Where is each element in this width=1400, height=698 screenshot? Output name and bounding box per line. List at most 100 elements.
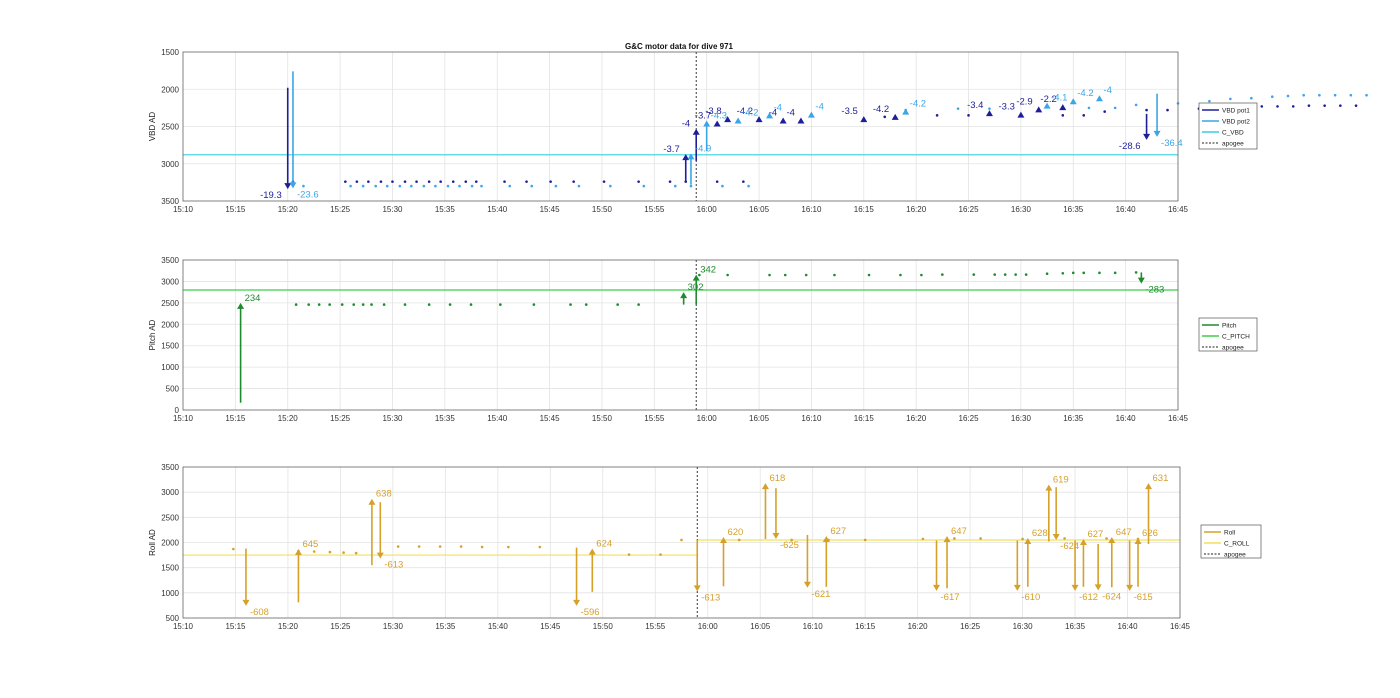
- y-tick-label: 3000: [161, 160, 179, 169]
- move-amount-label: 619: [1053, 475, 1069, 486]
- y-axis-label: Roll AD: [148, 529, 157, 556]
- x-tick-label: 16:15: [854, 414, 875, 423]
- move-arrow-head: [1126, 584, 1134, 591]
- data-point: [317, 303, 321, 306]
- move-amount-label: -3.8: [705, 106, 721, 117]
- move-amount-label: -4.2: [737, 106, 753, 117]
- data-point: [1276, 105, 1279, 108]
- move-amount-label: 647: [951, 526, 967, 537]
- move-arrow-head: [692, 274, 700, 281]
- data-point: [883, 115, 887, 119]
- data-point: [577, 184, 581, 188]
- data-point: [627, 553, 631, 556]
- move-amount-label: -2.9: [1016, 96, 1032, 107]
- x-tick-label: 16:00: [697, 414, 718, 423]
- move-amount-label: -283: [1145, 285, 1164, 296]
- x-tick-label: 15:25: [330, 205, 351, 214]
- move-amount-label: 626: [1142, 528, 1158, 539]
- data-point: [549, 180, 552, 183]
- y-tick-label: 500: [166, 385, 180, 394]
- data-point: [294, 303, 298, 306]
- y-tick-label: 3500: [161, 256, 179, 265]
- legend-entry: Roll: [1224, 530, 1236, 537]
- x-tick-label: 15:35: [435, 205, 456, 214]
- move-arrow-head: [943, 535, 951, 542]
- data-point: [637, 180, 640, 183]
- move-amount-label: -4.2: [742, 108, 758, 119]
- data-point: [1061, 271, 1065, 275]
- move-arrow-head: [1059, 104, 1067, 111]
- data-point: [355, 180, 359, 183]
- x-tick-label: 16:15: [854, 205, 875, 214]
- move-arrow-head: [772, 532, 780, 539]
- data-point: [747, 184, 750, 188]
- move-amount-label: -612: [1079, 592, 1098, 603]
- data-point: [422, 184, 426, 188]
- move-arrow-head: [237, 302, 245, 309]
- x-tick-label: 16:35: [1063, 414, 1084, 423]
- x-tick-label: 16:20: [908, 622, 929, 631]
- move-amount-label: 631: [1153, 473, 1169, 484]
- data-point: [1354, 104, 1358, 107]
- move-amount-label: -625: [780, 540, 799, 551]
- data-point: [374, 184, 378, 188]
- y-tick-label: 1500: [161, 342, 179, 351]
- x-tick-label: 16:10: [801, 414, 822, 423]
- data-point: [972, 273, 976, 276]
- data-point: [1103, 110, 1106, 113]
- move-amount-label: -610: [1021, 592, 1040, 603]
- data-point: [403, 303, 407, 306]
- data-point: [398, 184, 402, 188]
- data-point: [232, 547, 235, 551]
- data-point: [458, 184, 461, 188]
- data-point: [1250, 96, 1253, 100]
- move-arrow-head: [933, 584, 941, 591]
- legend-box: [1198, 317, 1258, 352]
- data-point: [469, 303, 473, 306]
- data-point: [993, 273, 997, 276]
- data-point: [1045, 272, 1049, 276]
- move-arrow-head: [734, 117, 742, 124]
- data-point: [525, 180, 528, 183]
- plot-area-1: [183, 260, 1178, 410]
- move-arrow-head: [573, 599, 581, 606]
- move-arrow-head: [807, 111, 815, 118]
- data-point: [385, 184, 389, 188]
- data-point: [507, 545, 510, 549]
- move-arrow-head: [719, 536, 727, 543]
- data-point: [1134, 271, 1138, 274]
- data-point: [867, 273, 871, 277]
- x-tick-label: 16:05: [749, 205, 770, 214]
- x-tick-label: 15:55: [645, 622, 666, 631]
- move-arrow-head: [891, 113, 899, 120]
- move-amount-label: 618: [769, 473, 785, 484]
- x-tick-label: 15:15: [225, 414, 246, 423]
- data-point: [642, 184, 646, 188]
- move-arrow-head: [797, 117, 805, 124]
- move-amount-label: 628: [1032, 528, 1048, 539]
- data-point: [352, 303, 356, 306]
- move-amount-label: -4: [769, 108, 777, 119]
- marks-layer: [232, 71, 1368, 606]
- move-arrow-head: [1095, 95, 1103, 102]
- x-tick-label: 16:15: [855, 622, 876, 631]
- x-tick-label: 15:15: [225, 205, 246, 214]
- move-arrow-head: [693, 585, 701, 592]
- move-amount-label: -624: [1060, 541, 1079, 552]
- x-tick-label: 15:50: [593, 622, 614, 631]
- x-tick-label: 16:45: [1168, 414, 1189, 423]
- move-arrow-head: [902, 108, 910, 115]
- data-point: [530, 184, 534, 188]
- x-tick-label: 16:25: [959, 414, 980, 423]
- data-point: [1208, 99, 1211, 103]
- data-point: [379, 180, 383, 183]
- move-amount-label: -23.6: [297, 189, 319, 200]
- data-point: [609, 184, 612, 188]
- y-tick-label: 1000: [161, 589, 179, 598]
- data-point: [1113, 271, 1117, 275]
- data-point: [464, 180, 468, 183]
- data-point: [1166, 108, 1169, 112]
- x-tick-label: 15:20: [278, 205, 299, 214]
- x-tick-label: 15:30: [382, 205, 403, 214]
- y-axis-label: Pitch AD: [148, 319, 157, 350]
